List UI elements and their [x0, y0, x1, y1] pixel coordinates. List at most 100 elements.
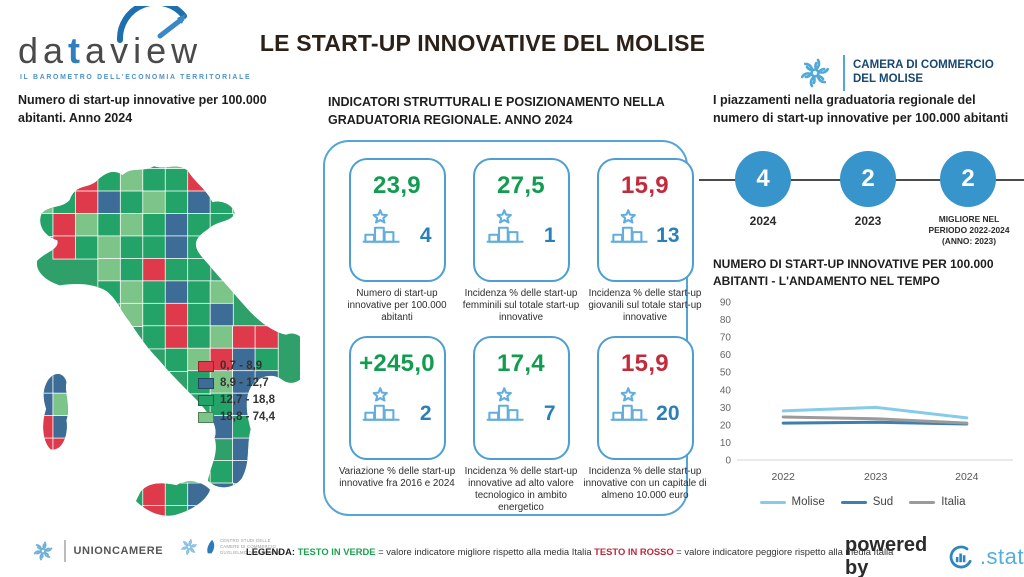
rank-circle-best: 2 — [940, 151, 996, 207]
italy-choropleth-map: 0,7 - 8,9 8,9 - 12,7 12,7 - 18,8 18,8 - … — [8, 146, 300, 528]
indicator-value: 15,9 — [621, 172, 669, 199]
legend-swatch — [198, 360, 214, 372]
map-legend: 0,7 - 8,9 8,9 - 12,7 12,7 - 18,8 18,8 - … — [198, 360, 275, 423]
indicator-card: 23,9 4 — [348, 158, 446, 282]
indicator-value: +245,0 — [359, 349, 435, 377]
legend-red-term: TESTO IN ROSSO — [594, 546, 674, 557]
trend-chart-title: NUMERO DI START-UP INNOVATIVE PER 100.00… — [713, 257, 994, 288]
unioncamere-swirl-icon — [33, 541, 53, 561]
legend-green-def: = valore indicatore migliore rispetto al… — [378, 546, 592, 557]
x-axis-tick: 2024 — [955, 471, 979, 483]
indicator-value: 23,9 — [373, 172, 421, 199]
ranking-heading: I piazzamenti nella graduatoria regional… — [713, 93, 1009, 125]
indicator-caption: Incidenza % delle start-up femminili sul… — [462, 288, 580, 323]
map-legend-item: 0,7 - 8,9 — [198, 360, 275, 372]
indicator-cell: 23,9 4 Numero di start-up innovative per 1… — [335, 158, 459, 324]
stat-c-icon — [949, 545, 973, 569]
tagliacarne-logo: Centro Studi delle Camere di Commercio G… — [178, 536, 281, 558]
y-axis-tick: 30 — [720, 403, 732, 414]
map-legend-item: 12,7 - 18,8 — [198, 394, 275, 406]
logo-t-glyph: t — [68, 30, 86, 71]
legend-line-swatch — [840, 500, 867, 504]
speedometer-icon — [116, 6, 187, 43]
indicator-caption: Variazione % delle start-up innovative f… — [338, 465, 456, 489]
chamber-swirl-icon — [800, 58, 830, 88]
logo-wordmark: dataview — [18, 30, 203, 71]
powered-by-label: powered by — [845, 534, 928, 577]
rank-label-best: MIGLIORE NEL PERIODO 2022-2024 (ANNO: 20… — [928, 214, 1010, 246]
indicator-cell: +245,0 2 Variazione % delle start-up innov… — [335, 335, 459, 514]
indicators-heading: INDICATORI STRUTTURALI E POSIZIONAMENTO … — [328, 95, 665, 127]
podium-star-icon — [362, 387, 399, 421]
legend-swatch — [198, 377, 214, 389]
y-axis-tick: 60 — [720, 350, 732, 361]
legend-series-name: Molise — [791, 496, 825, 508]
powered-by: powered by .stat — [845, 534, 1024, 577]
series-line-italia — [781, 415, 969, 425]
indicator-caption: Incidenza % delle start-up innovative co… — [583, 465, 707, 501]
trend-chart-legend: Molise Sud Italia — [705, 496, 1020, 508]
page-title: LE START-UP INNOVATIVE DEL MOLISE — [259, 30, 706, 56]
indicator-rank: 20 — [656, 401, 680, 425]
legend-red-def: = valore indicatore peggiore rispetto al… — [676, 546, 894, 557]
chart-legend-item: Molise — [759, 496, 825, 508]
chamber-name: CAMERA DI COMMERCIO DEL MOLISE — [853, 59, 994, 85]
y-axis-tick: 90 — [720, 298, 732, 309]
unioncamere-logo: UNIONCAMERE — [30, 538, 163, 564]
indicator-card: 27,5 1 — [472, 158, 570, 282]
tagliacarne-swirl-icon — [181, 539, 197, 555]
divider — [64, 540, 66, 562]
indicator-rank: 2 — [419, 401, 432, 425]
rank-circle-2024: 4 — [735, 151, 791, 207]
rank-circle-2023: 2 — [840, 151, 896, 207]
legend-series-name: Italia — [941, 496, 966, 508]
podium-star-icon — [610, 209, 647, 243]
indicator-rank: 7 — [543, 401, 556, 425]
indicator-value: 17,4 — [497, 349, 545, 377]
map-legend-item: 18,8 - 74,4 — [198, 411, 275, 423]
tagliacarne-name: Centro Studi delle Camere di Commercio G… — [220, 538, 281, 555]
tagliacarne-flame-icon — [207, 539, 215, 554]
series-line-molise — [781, 405, 969, 420]
trend-chart-svg: 90 80 70 60 50 40 30 20 10 0 2022 2023 2024 — [720, 298, 1013, 483]
indicator-caption: Numero di start-up innovative per 100.00… — [347, 288, 447, 323]
podium-star-icon — [486, 209, 523, 243]
indicator-cell: 27,5 1 Incidenza % delle start-up femminil… — [459, 158, 583, 324]
y-axis-tick: 80 — [720, 315, 732, 326]
legend-label: LEGENDA: — [246, 546, 295, 557]
y-axis-tick: 40 — [720, 385, 732, 396]
indicator-rank: 1 — [543, 224, 556, 247]
indicator-card: 17,4 7 — [472, 335, 570, 460]
legend-series-name: Sud — [872, 496, 894, 508]
indicator-rank: 13 — [656, 224, 680, 247]
podium-star-icon — [610, 387, 647, 421]
y-axis-tick: 20 — [720, 420, 732, 431]
indicator-cell: 15,9 13 Incidenza % delle start-up giovani… — [583, 158, 707, 324]
indicator-caption: Incidenza % delle start-up innovative ad… — [464, 465, 578, 513]
map-legend-item: 8,9 - 12,7 — [198, 377, 275, 389]
indicator-card: 15,9 13 — [596, 158, 694, 282]
series-line-sud — [781, 420, 969, 426]
legend-green-term: TESTO IN VERDE — [297, 546, 376, 557]
legend-line-swatch — [759, 500, 786, 504]
dataview-logo: dataview IL BAROMETRO DELL'ECONOMIA TERR… — [16, 6, 251, 88]
indicator-card: +245,0 2 — [348, 335, 446, 460]
footer-color-legend: LEGENDA: TESTO IN VERDE = valore indicat… — [246, 546, 893, 557]
x-axis-tick: 2022 — [772, 471, 796, 483]
logo-subtitle: IL BAROMETRO DELL'ECONOMIA TERRITORIALE — [20, 74, 252, 81]
chart-legend-item: Sud — [840, 496, 894, 508]
y-axis-tick: 10 — [720, 438, 732, 449]
indicator-value: 15,9 — [621, 349, 669, 377]
indicator-rank: 4 — [419, 224, 432, 247]
y-axis-tick: 0 — [725, 456, 731, 467]
legend-swatch — [198, 394, 214, 406]
indicator-value: 27,5 — [497, 172, 545, 199]
divider — [843, 55, 845, 91]
indicator-caption: Incidenza % delle start-up giovanili sul… — [588, 288, 702, 323]
rank-label-2023: 2023 — [854, 214, 882, 228]
chart-legend-item: Italia — [909, 496, 966, 508]
y-axis-tick: 50 — [720, 368, 732, 379]
y-axis-tick: 70 — [720, 333, 732, 344]
unioncamere-label: UNIONCAMERE — [73, 545, 164, 557]
